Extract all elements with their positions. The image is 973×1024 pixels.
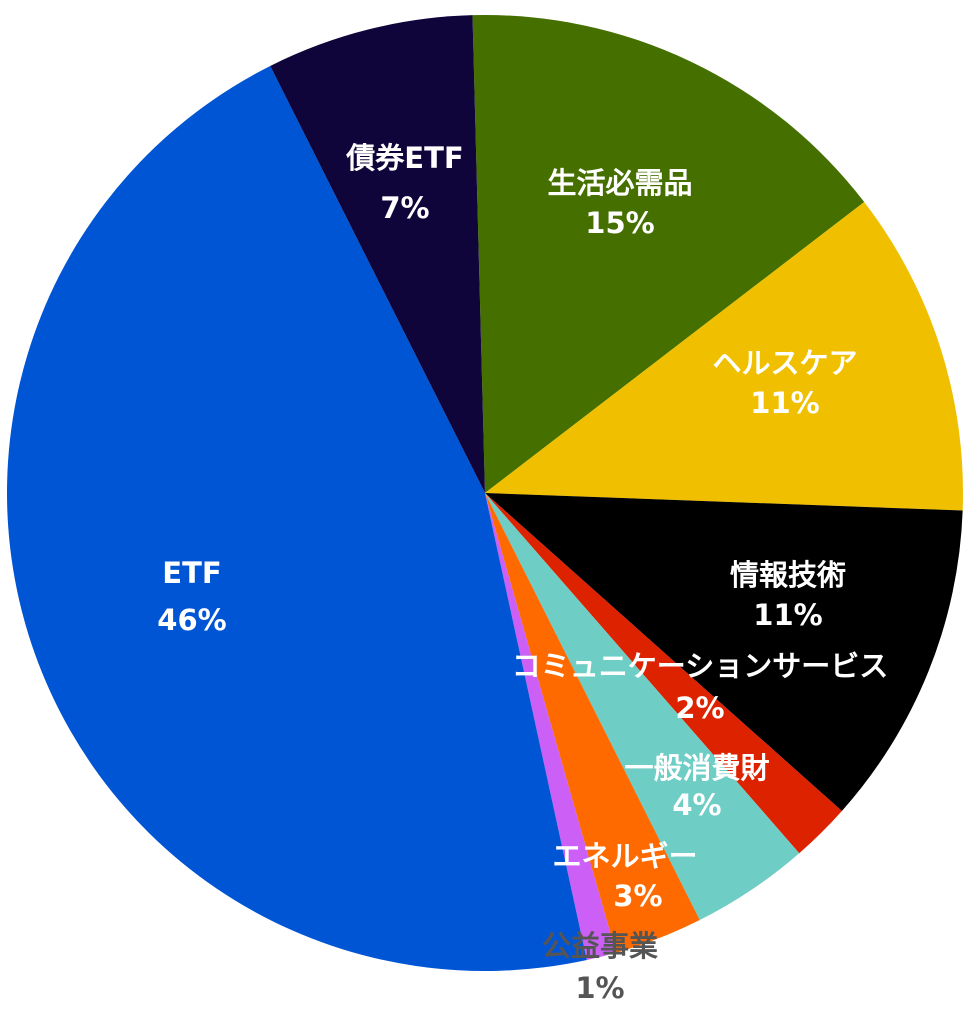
value-label: 7% — [380, 191, 429, 225]
pie-slice — [472, 15, 865, 494]
value-label: 11% — [750, 386, 819, 420]
pie-slice — [485, 493, 700, 953]
pie-slice — [485, 493, 842, 854]
pie-slice — [7, 65, 587, 971]
value-label: 2% — [675, 691, 724, 725]
slice-label: 債券ETF — [345, 141, 463, 175]
pie-slice — [485, 493, 800, 921]
slice-label: ヘルスケア — [712, 346, 857, 380]
slice-label: 情報技術 — [730, 558, 846, 592]
pie-slice — [485, 493, 963, 811]
pie-slice — [485, 493, 616, 961]
value-label: 3% — [613, 879, 662, 913]
slice-label: 生活必需品 — [547, 166, 692, 200]
value-label: 1% — [575, 971, 624, 1005]
value-label: 15% — [585, 206, 654, 240]
value-label: 4% — [672, 788, 721, 822]
slice-label: 公益事業 — [542, 929, 658, 963]
slice-label: エネルギー — [552, 839, 697, 873]
pie-slice — [270, 15, 485, 494]
slice-label: 一般消費財 — [624, 751, 769, 785]
value-label: 11% — [753, 598, 822, 632]
slice-label: ETF — [162, 556, 221, 590]
pie-slice — [485, 202, 963, 511]
value-label: 46% — [157, 603, 226, 637]
slice-label: コミュニケーションサービス — [512, 649, 888, 683]
